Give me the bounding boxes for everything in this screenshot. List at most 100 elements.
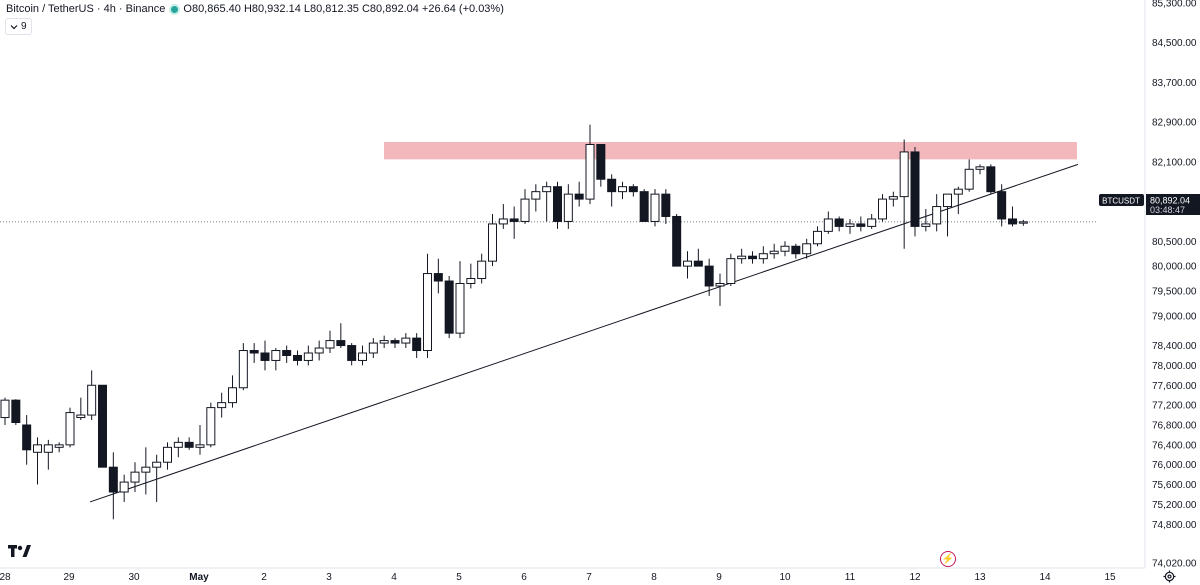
candle-bullish	[563, 193, 573, 222]
candle-bearish	[260, 352, 270, 361]
y-tick-label: 75,200.00	[1152, 500, 1197, 511]
candle-bearish	[11, 399, 21, 424]
candle-bullish	[379, 340, 389, 344]
candle-bullish	[238, 350, 248, 389]
candle-bullish	[33, 444, 42, 453]
candle-bullish	[618, 186, 627, 193]
time-axis[interactable]: 28 29 30 May 2 3 4 5 6 7 8 9 10 11 12 13 14 15	[0, 572, 1116, 583]
x-tick-label: 12	[909, 572, 921, 583]
candle-bullish	[737, 255, 747, 260]
candle-bullish	[498, 218, 508, 225]
candle-bullish	[217, 402, 227, 409]
x-tick-label: 6	[521, 572, 527, 583]
resistance-zone	[384, 142, 1077, 160]
candle-bullish	[0, 399, 10, 419]
candle-bullish	[585, 143, 595, 200]
x-tick-label: 10	[779, 572, 791, 583]
candle-bullish	[932, 206, 942, 225]
y-tick-label: 74,020.00	[1152, 559, 1197, 570]
gear-icon[interactable]	[1163, 570, 1176, 583]
x-tick-label: 4	[391, 572, 397, 583]
candle-bullish	[769, 250, 779, 255]
support-trendline	[89, 163, 1079, 503]
candle-bullish	[780, 245, 790, 252]
candle-bearish	[444, 280, 454, 334]
indicator-count: 9	[21, 21, 27, 32]
y-tick-label: 76,400.00	[1152, 440, 1197, 451]
y-tick-label: 79,000.00	[1152, 311, 1197, 322]
candle-bearish	[347, 345, 357, 361]
candle-bullish	[878, 198, 887, 220]
current-price-badge: BTCUSDT 80,892.04 03:48:47	[1099, 194, 1200, 215]
candle-bullish	[953, 188, 963, 195]
candle-bullish	[1018, 221, 1028, 224]
candle-bullish	[87, 384, 97, 416]
candle-bearish	[997, 191, 1007, 220]
candle-bullish	[141, 466, 151, 473]
candle-bearish	[336, 340, 346, 347]
candle-bullish	[206, 407, 216, 446]
candle-bullish	[195, 444, 205, 448]
x-tick-label: 30	[128, 572, 140, 583]
candle-bullish	[758, 253, 768, 260]
candle-bullish	[466, 278, 476, 284]
y-tick-label: 82,100.00	[1152, 157, 1197, 168]
candle-bearish	[184, 441, 194, 448]
x-tick-label: 28	[0, 572, 11, 583]
candle-bearish	[704, 265, 714, 287]
indicators-toggle-button[interactable]: 9	[5, 18, 32, 35]
candle-bearish	[748, 255, 757, 260]
candle-bullish	[683, 260, 692, 267]
candle-bullish	[823, 218, 833, 232]
candle-bullish	[845, 223, 855, 227]
price-axis[interactable]: 85,300.00 84,500.00 83,700.00 82,900.00 82,1…	[1152, 0, 1197, 570]
candle-bearish	[910, 151, 920, 227]
x-tick-label: 7	[586, 572, 592, 583]
candle-bullish	[65, 412, 75, 446]
x-tick-label: 15	[1104, 572, 1116, 583]
candle-bullish	[54, 444, 64, 448]
candle-bullish	[964, 168, 974, 190]
candle-bullish	[325, 340, 335, 349]
tradingview-logo-icon[interactable]	[8, 545, 32, 564]
x-tick-label: May	[189, 572, 209, 583]
candle-bearish	[791, 245, 801, 255]
candle-bullish	[368, 342, 378, 354]
x-tick-label: 29	[63, 572, 75, 583]
symbol-badge-bg	[1099, 194, 1144, 206]
candle-bullish	[943, 193, 952, 208]
candle-bearish	[639, 191, 649, 222]
candle-bullish	[119, 481, 129, 493]
candle-bullish	[423, 273, 432, 352]
candle-bullish	[715, 282, 725, 287]
symbol-title[interactable]: Bitcoin / TetherUS · 4h · Binance	[6, 3, 166, 15]
candle-bullish	[888, 196, 898, 200]
candle-bearish	[856, 223, 866, 227]
candle-bearish	[293, 354, 302, 361]
price-badge-bg	[1146, 194, 1200, 215]
candle-bullish	[488, 223, 497, 262]
chevron-down-icon	[10, 24, 18, 29]
candle-bearish	[282, 350, 292, 356]
x-tick-label: 14	[1039, 572, 1051, 583]
y-tick-label: 83,700.00	[1152, 78, 1197, 89]
symbol-legend[interactable]: Bitcoin / TetherUS · 4h · Binance O80,86…	[6, 2, 504, 16]
candle-bearish	[596, 143, 606, 180]
y-tick-label: 74,800.00	[1152, 520, 1197, 531]
candle-bearish	[574, 193, 584, 200]
candle-bullish	[899, 151, 909, 198]
candle-bearish	[249, 350, 259, 354]
candle-bearish	[390, 340, 400, 344]
candle-bullish	[867, 218, 877, 227]
candle-bearish	[607, 178, 617, 193]
candle-bearish	[672, 215, 682, 267]
y-tick-label: 78,400.00	[1152, 341, 1197, 352]
x-tick-label: 13	[974, 572, 986, 583]
lightning-bolt-icon[interactable]: ⚡	[940, 551, 956, 567]
candle-bullish	[726, 258, 736, 284]
candle-bullish	[921, 223, 931, 227]
price-badge-countdown: 03:48:47	[1150, 205, 1185, 215]
market-status-icon	[171, 5, 179, 13]
candle-bullish	[455, 282, 465, 334]
